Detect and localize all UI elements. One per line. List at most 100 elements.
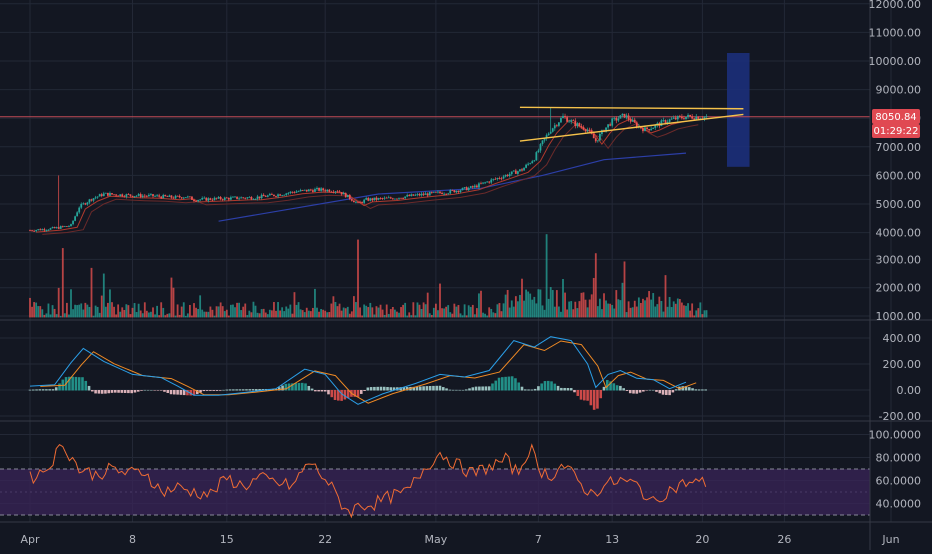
- macd-histogram-bar: [648, 389, 652, 391]
- candle-body: [689, 114, 691, 117]
- candle-body: [642, 128, 644, 132]
- candle-body: [129, 194, 132, 196]
- macd-histogram-bar: [87, 385, 91, 391]
- candle-body: [492, 178, 495, 180]
- macd-histogram-bar: [307, 385, 311, 391]
- volume-bar: [100, 295, 103, 318]
- volume-bar: [125, 304, 128, 318]
- macd-histogram-bar: [694, 389, 698, 391]
- volume-bar: [637, 297, 640, 318]
- y-tick-label: 0.00: [897, 384, 922, 397]
- candle-body: [535, 152, 538, 161]
- volume-bar: [377, 307, 380, 318]
- volume-bar: [217, 306, 220, 318]
- trendline-top[interactable]: [519, 106, 744, 110]
- y-tick-label: 12000.00: [869, 0, 922, 11]
- y-tick-label: 4000.00: [876, 227, 922, 240]
- volume-bar: [590, 294, 593, 318]
- macd-histogram-bar: [353, 390, 357, 397]
- candle-body: [133, 196, 136, 197]
- candle-body: [668, 119, 671, 122]
- macd-histogram-bar: [179, 390, 183, 395]
- candle-body: [514, 170, 517, 174]
- volume-bar: [197, 308, 199, 318]
- x-axis[interactable]: Apr 8 15 22 May 7 13 20 26 Jun: [20, 533, 899, 546]
- macd-histogram-bar: [386, 387, 389, 391]
- y-tick-label: 7000.00: [876, 141, 922, 154]
- volume-bar: [391, 306, 394, 318]
- volume-bar: [683, 305, 685, 318]
- volume-bar: [551, 290, 554, 318]
- volume-bar: [242, 306, 245, 318]
- volume-bar: [580, 292, 583, 318]
- price-badge: 8050.84: [875, 112, 916, 123]
- candle-body: [230, 197, 232, 200]
- candle-body: [289, 191, 292, 193]
- volume-panel[interactable]: [29, 234, 708, 318]
- y-axis[interactable]: 12000.0011000.0010000.009000.008000.0070…: [869, 0, 922, 511]
- volume-bar: [246, 315, 249, 318]
- candle-body: [109, 193, 111, 196]
- volume-bar: [666, 306, 669, 318]
- candle-body: [37, 229, 40, 231]
- macd-histogram-bar: [560, 387, 563, 391]
- volume-bar: [137, 303, 140, 318]
- volume-bar: [566, 309, 568, 318]
- volume-bar: [291, 313, 294, 318]
- volume-bar: [570, 301, 573, 318]
- macd-histogram-bar: [74, 376, 78, 391]
- volume-bar: [307, 310, 310, 318]
- volume-bar: [129, 314, 132, 318]
- rsi-panel[interactable]: [0, 443, 870, 519]
- price-panel[interactable]: [0, 52, 870, 235]
- macd-histogram-bar: [563, 387, 566, 391]
- volume-bar: [82, 309, 85, 318]
- candle-body: [365, 198, 368, 200]
- macd-histogram-bar: [369, 387, 373, 391]
- macd-histogram-bar: [166, 390, 170, 393]
- macd-histogram-bar: [609, 381, 612, 391]
- macd-histogram-bar: [583, 390, 586, 401]
- candle-body: [586, 129, 589, 132]
- candle-body: [299, 190, 302, 192]
- candle-body: [295, 191, 298, 193]
- candle-body: [49, 228, 52, 230]
- candle-body: [100, 194, 103, 197]
- candle-body: [66, 226, 68, 227]
- volume-bar: [225, 309, 228, 318]
- volume-bar: [63, 313, 66, 318]
- volume-bar: [41, 309, 44, 318]
- candle-body: [529, 163, 532, 165]
- volume-bar: [603, 293, 605, 318]
- macd-histogram-bar: [225, 389, 229, 391]
- candle-body: [102, 193, 105, 197]
- macd-histogram-bar: [687, 387, 691, 391]
- candle-body: [537, 150, 540, 153]
- candle-body: [201, 197, 204, 200]
- volume-bar: [385, 304, 388, 318]
- macd-histogram-bar: [215, 390, 219, 391]
- macd-histogram-bar: [635, 390, 639, 394]
- candle-body: [566, 117, 568, 122]
- macd-histogram-bar: [546, 380, 550, 391]
- candle-body: [357, 201, 359, 203]
- candle-body: [646, 127, 648, 130]
- macd-panel[interactable]: [28, 336, 707, 410]
- candle-body: [336, 191, 339, 193]
- candle-body: [297, 191, 300, 193]
- candle-body: [178, 195, 181, 198]
- candle-body: [258, 196, 261, 199]
- trendline-bottom[interactable]: [519, 113, 744, 142]
- candle-body: [564, 115, 566, 118]
- candle-body: [674, 117, 677, 120]
- volume-bar: [662, 311, 665, 318]
- macd-histogram-bar: [419, 386, 422, 391]
- volume-bar: [473, 314, 476, 318]
- macd-histogram-bar: [661, 390, 665, 395]
- volume-bar: [453, 303, 456, 318]
- candle-body: [371, 198, 374, 201]
- candle-body: [453, 190, 456, 193]
